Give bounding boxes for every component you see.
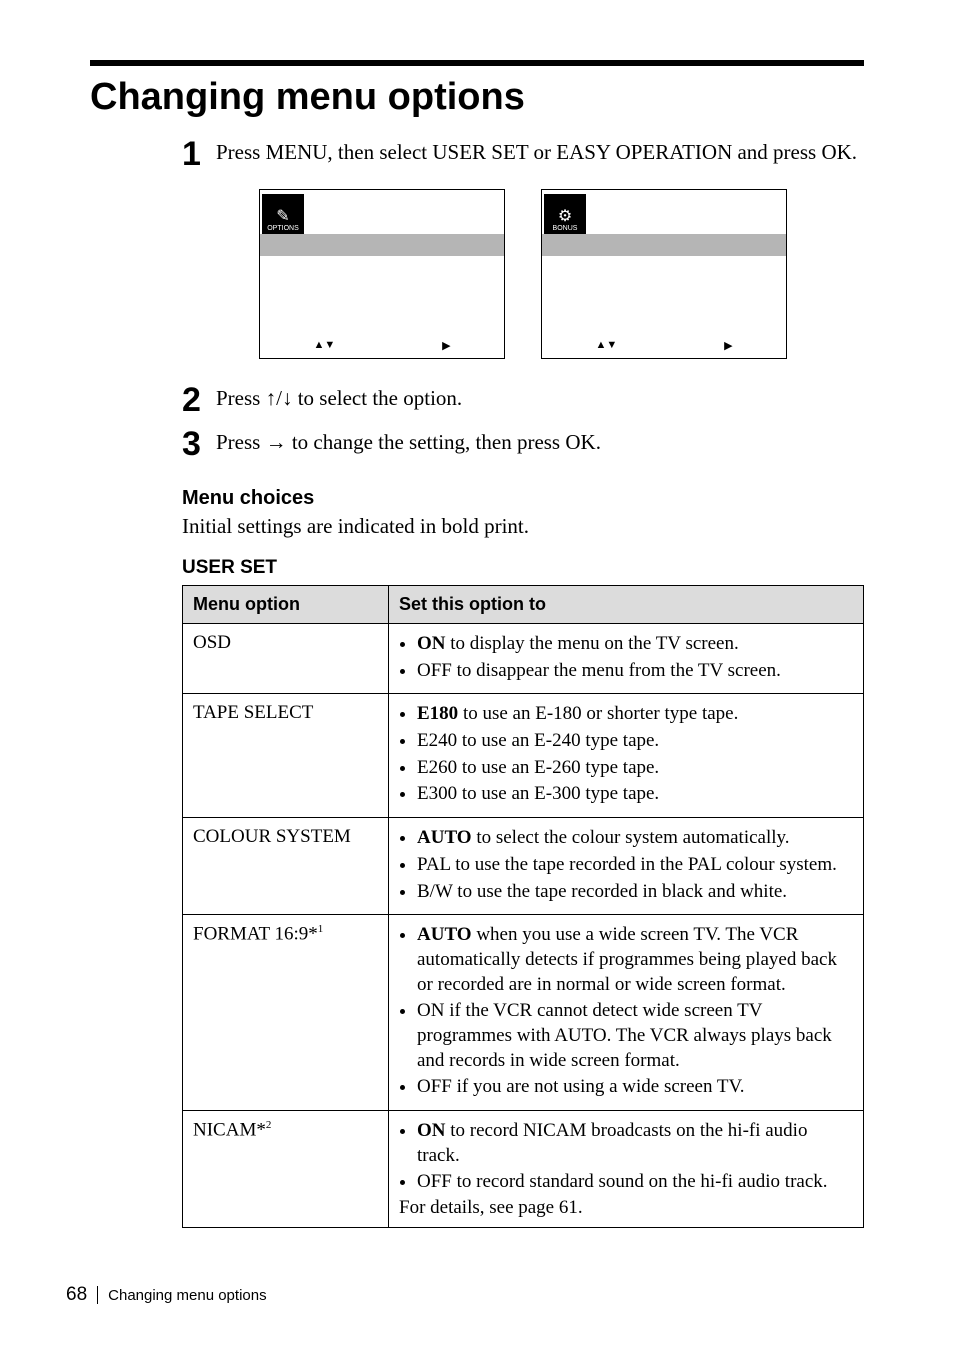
icon-label: BONUS (553, 225, 578, 232)
footer-text: Changing menu options (108, 1287, 266, 1304)
right-arrow-icon: → (266, 431, 287, 454)
bonus-screen: ⚙ BONUS ▲▼ ▶ (541, 189, 787, 359)
table-row: COLOUR SYSTEM AUTO to select the colour s… (183, 818, 864, 915)
screen-band (542, 234, 786, 256)
step-text: Press MENU, then select USER SET or EASY… (216, 137, 857, 166)
page-number: 68 (66, 1284, 87, 1306)
step-2: 2 Press ↑/↓ to select the option. (182, 383, 864, 417)
page-footer: 68 Changing menu options (66, 1284, 267, 1306)
option-item: PAL to use the tape recorded in the PAL … (417, 853, 853, 878)
table-row: NICAM*2 ON to record NICAM broadcasts on … (183, 1111, 864, 1228)
option-item: OFF if you are not using a wide screen T… (417, 1075, 853, 1100)
set-to-cell: AUTO when you use a wide screen TV. The … (389, 915, 864, 1111)
down-arrow-icon: ↓ (282, 387, 293, 410)
option-item: B/W to use the tape recorded in black an… (417, 880, 853, 905)
screen-nav: ▲▼ ▶ (542, 339, 786, 352)
table-row: OSDON to display the menu on the TV scre… (183, 624, 864, 694)
set-to-cell: AUTO to select the colour system automat… (389, 818, 864, 915)
step-text: Press ↑/↓ to select the option. (216, 383, 462, 412)
icon-label: OPTIONS (267, 225, 299, 232)
option-list: AUTO to select the colour system automat… (399, 826, 853, 904)
footer-divider (97, 1286, 98, 1304)
menu-option-cell: NICAM*2 (183, 1111, 389, 1228)
content-block: Menu choices Initial settings are indica… (182, 487, 864, 1228)
option-list: AUTO when you use a wide screen TV. The … (399, 923, 853, 1100)
set-to-cell: ON to display the menu on the TV screen.… (389, 624, 864, 694)
screen-top: ⚙ BONUS (542, 190, 786, 234)
icon-glyph: ✎ (276, 209, 289, 225)
step-3: 3 Press → to change the setting, then pr… (182, 427, 864, 461)
option-list: E180 to use an E-180 or shorter type tap… (399, 702, 853, 807)
menu-choices-heading: Menu choices (182, 487, 864, 510)
option-list: ON to record NICAM broadcasts on the hi-… (399, 1119, 853, 1195)
menu-screens: ✎ OPTIONS ▲▼ ▶ ⚙ BONUS (182, 189, 864, 359)
option-trailer: For details, see page 61. (399, 1197, 853, 1219)
bonus-icon: ⚙ BONUS (544, 194, 586, 234)
option-item: OFF to record standard sound on the hi-f… (417, 1170, 853, 1195)
nav-right: ▶ (442, 339, 450, 352)
menu-choices-intro: Initial settings are indicated in bold p… (182, 514, 864, 539)
page: Changing menu options 1 Press MENU, then… (0, 0, 954, 1352)
steps-block: 1 Press MENU, then select USER SET or EA… (182, 137, 864, 461)
top-rule (90, 60, 864, 66)
table-row: TAPE SELECT E180 to use an E-180 or short… (183, 694, 864, 818)
step-text-segment: to change the setting, then press OK. (287, 430, 601, 454)
up-arrow-icon: ↑ (266, 387, 277, 410)
option-item: ON to record NICAM broadcasts on the hi-… (417, 1119, 853, 1168)
step-text-segment: to select the option. (292, 386, 462, 410)
step-text-segment: Press MENU, then select USER SET or EASY… (216, 140, 857, 164)
screen-nav: ▲▼ ▶ (260, 339, 504, 352)
option-item: E180 to use an E-180 or shorter type tap… (417, 702, 853, 727)
col-set-to: Set this option to (389, 586, 864, 624)
step-number: 1 (182, 137, 216, 171)
options-screen: ✎ OPTIONS ▲▼ ▶ (259, 189, 505, 359)
option-item: AUTO when you use a wide screen TV. The … (417, 923, 853, 997)
step-text-segment: Press (216, 386, 266, 410)
nav-left: ▲▼ (595, 339, 617, 352)
table-row: FORMAT 16:9*1 AUTO when you use a wide sc… (183, 915, 864, 1111)
table-header-row: Menu option Set this option to (183, 586, 864, 624)
option-item: E300 to use an E-300 type tape. (417, 782, 853, 807)
option-item: AUTO to select the colour system automat… (417, 826, 853, 851)
icon-glyph: ⚙ (558, 209, 572, 225)
step-number: 2 (182, 383, 216, 417)
nav-right: ▶ (724, 339, 732, 352)
screen-top: ✎ OPTIONS (260, 190, 504, 234)
option-list: ON to display the menu on the TV screen.… (399, 632, 853, 683)
set-to-cell: E180 to use an E-180 or shorter type tap… (389, 694, 864, 818)
option-item: ON to display the menu on the TV screen. (417, 632, 853, 657)
menu-option-cell: COLOUR SYSTEM (183, 818, 389, 915)
option-item: ON if the VCR cannot detect wide screen … (417, 999, 853, 1073)
step-number: 3 (182, 427, 216, 461)
step-text: Press → to change the setting, then pres… (216, 427, 601, 456)
step-1: 1 Press MENU, then select USER SET or EA… (182, 137, 864, 171)
page-title: Changing menu options (90, 76, 864, 119)
option-item: OFF to disappear the menu from the TV sc… (417, 659, 853, 684)
nav-left: ▲▼ (313, 339, 335, 352)
screen-band (260, 234, 504, 256)
menu-option-cell: FORMAT 16:9*1 (183, 915, 389, 1111)
table-title: USER SET (182, 557, 864, 579)
options-icon: ✎ OPTIONS (262, 194, 304, 234)
set-to-cell: ON to record NICAM broadcasts on the hi-… (389, 1111, 864, 1228)
step-text-segment: Press (216, 430, 266, 454)
menu-option-cell: TAPE SELECT (183, 694, 389, 818)
option-item: E240 to use an E-240 type tape. (417, 729, 853, 754)
user-set-table: Menu option Set this option to OSDON to … (182, 585, 864, 1228)
menu-option-cell: OSD (183, 624, 389, 694)
col-menu-option: Menu option (183, 586, 389, 624)
option-item: E260 to use an E-260 type tape. (417, 756, 853, 781)
